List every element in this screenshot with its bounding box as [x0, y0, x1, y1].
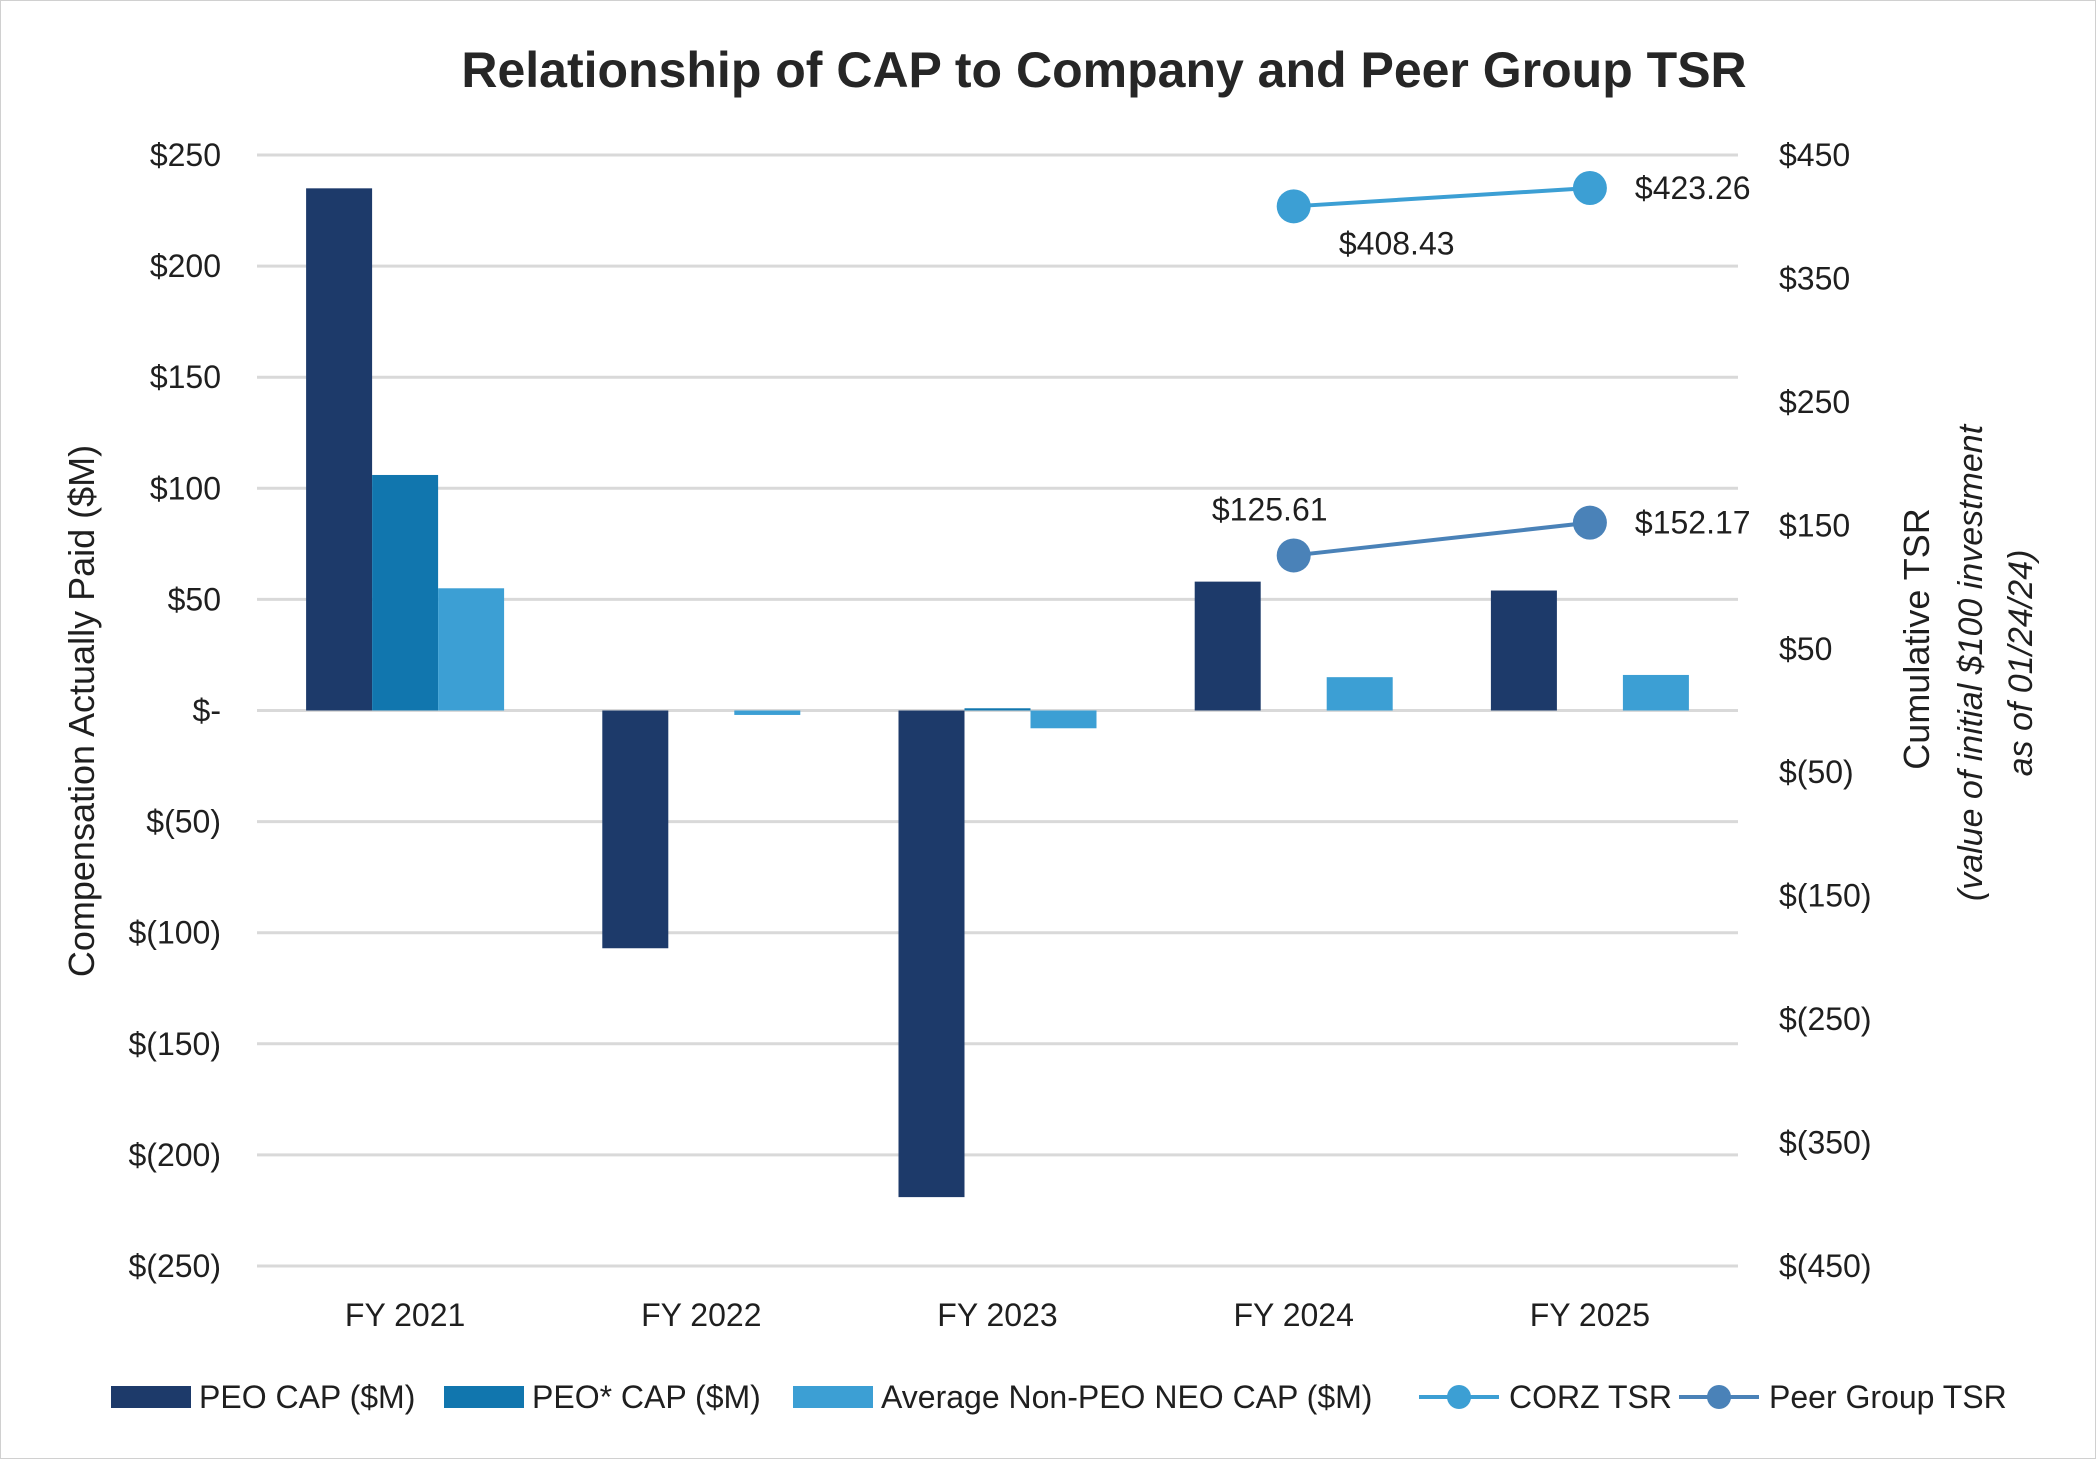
- left-tick-label: $(50): [146, 804, 221, 840]
- tsr-marker: [1572, 505, 1607, 540]
- bars: [306, 188, 1689, 1198]
- data-labels: $408.43 $423.26 $125.61 $152.17: [1212, 170, 1751, 541]
- left-tick-label: $(150): [129, 1026, 222, 1062]
- bar: [734, 710, 801, 715]
- legend-swatch: [111, 1386, 191, 1408]
- right-tick-label: $(450): [1779, 1248, 1872, 1284]
- left-tick-label: $150: [150, 359, 221, 395]
- left-axis-ticks: $250 $200 $150 $100 $50 $- $(50) $(100) $(150) $(…: [129, 137, 222, 1284]
- right-axis-subtitle-line2: as of 01/24/24): [2002, 550, 2040, 777]
- legend-marker: [1707, 1385, 1731, 1409]
- left-axis-title: Compensation Actually Paid ($M): [61, 445, 102, 977]
- bar: [898, 710, 965, 1198]
- bar: [602, 710, 669, 949]
- tsr-data-label: $125.61: [1212, 491, 1328, 527]
- left-tick-label: $100: [150, 470, 221, 506]
- bar: [306, 188, 373, 711]
- legend-label: Peer Group TSR: [1769, 1379, 2007, 1415]
- tsr-line-segment: [1293, 520, 1591, 558]
- bar: [438, 588, 505, 711]
- chart-title: Relationship of CAP to Company and Peer …: [461, 42, 1746, 98]
- right-tick-label: $450: [1779, 137, 1850, 173]
- tsr-lines: [1276, 171, 1607, 573]
- legend-label: PEO CAP ($M): [199, 1379, 415, 1415]
- tsr-line-segment: [1293, 186, 1591, 209]
- tsr-marker: [1276, 189, 1311, 224]
- bar: [1326, 677, 1393, 711]
- left-tick-label: $200: [150, 248, 221, 284]
- category-label: FY 2024: [1234, 1297, 1354, 1333]
- legend: PEO CAP ($M) PEO* CAP ($M) Average Non-PEO…: [111, 1379, 2007, 1415]
- right-tick-label: $(250): [1779, 1001, 1872, 1037]
- legend-swatch: [444, 1386, 524, 1408]
- left-tick-label: $50: [168, 581, 221, 617]
- right-tick-label: $250: [1779, 384, 1850, 420]
- right-axis-title: Cumulative TSR: [1896, 508, 1937, 769]
- right-tick-label: $(150): [1779, 878, 1872, 914]
- category-label: FY 2021: [345, 1297, 465, 1333]
- legend-label: CORZ TSR: [1509, 1379, 1672, 1415]
- tsr-marker: [1276, 538, 1311, 573]
- tsr-data-label: $152.17: [1635, 505, 1751, 541]
- left-tick-label: $-: [193, 693, 221, 729]
- x-axis-categories: FY 2021 FY 2022 FY 2023 FY 2024 FY 2025: [345, 1297, 1650, 1333]
- bar: [1490, 590, 1557, 711]
- tsr-marker: [1572, 171, 1607, 206]
- right-tick-label: $350: [1779, 260, 1850, 296]
- left-tick-label: $250: [150, 137, 221, 173]
- tsr-data-label: $423.26: [1635, 170, 1751, 206]
- legend-label: Average Non-PEO NEO CAP ($M): [881, 1379, 1372, 1415]
- left-tick-label: $(200): [129, 1137, 222, 1173]
- legend-marker: [1447, 1385, 1471, 1409]
- category-label: FY 2025: [1530, 1297, 1650, 1333]
- right-tick-label: $50: [1779, 631, 1832, 667]
- right-tick-label: $150: [1779, 507, 1850, 543]
- bar: [372, 474, 439, 711]
- bar: [1194, 581, 1261, 711]
- category-label: FY 2022: [641, 1297, 761, 1333]
- left-tick-label: $(250): [129, 1248, 222, 1284]
- bar: [964, 708, 1031, 711]
- legend-label: PEO* CAP ($M): [532, 1379, 761, 1415]
- right-axis-subtitle-line1: (value of initial $100 investment: [1952, 423, 1990, 901]
- right-axis-ticks: $450 $350 $250 $150 $50 $(50) $(150) $(250) $(35…: [1779, 137, 1872, 1284]
- category-label: FY 2023: [937, 1297, 1057, 1333]
- bar: [1030, 710, 1097, 729]
- left-tick-label: $(100): [129, 915, 222, 951]
- tsr-data-label: $408.43: [1339, 225, 1455, 261]
- bar: [1622, 674, 1689, 711]
- legend-swatch: [793, 1386, 873, 1408]
- right-tick-label: $(50): [1779, 754, 1854, 790]
- right-tick-label: $(350): [1779, 1125, 1872, 1161]
